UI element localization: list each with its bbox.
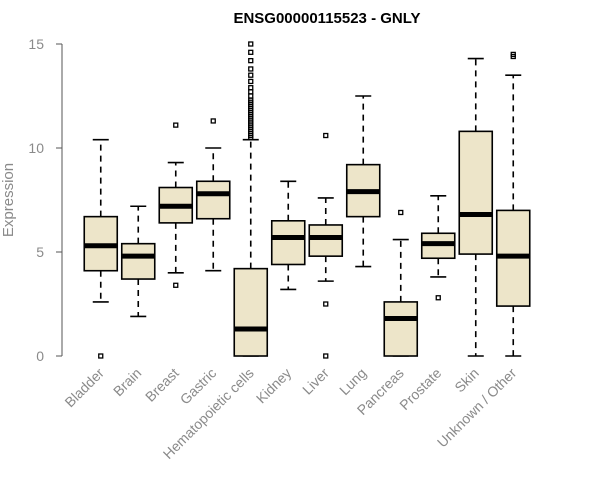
box-iqr: [195, 180, 231, 220]
outlier-point: [435, 295, 441, 301]
outlier-point: [248, 85, 254, 91]
box-bladder: [83, 138, 119, 359]
outlier-point: [248, 66, 254, 72]
x-tick-label: Breast: [142, 365, 182, 405]
y-axis-title: Expression: [0, 163, 17, 237]
outlier-point: [173, 282, 179, 288]
box-unknown-other: [495, 51, 531, 357]
outlier-point: [210, 118, 216, 124]
chart-title: ENSG00000115523 - GNLY: [233, 10, 420, 27]
outlier-point: [398, 209, 404, 216]
outlier-point: [248, 41, 254, 47]
box-iqr: [458, 130, 494, 255]
outlier-point: [248, 89, 254, 95]
y-tick-label: 5: [36, 244, 44, 260]
outlier-point: [248, 72, 254, 78]
x-tick-label: Prostate: [396, 365, 444, 413]
x-tick-label: Skin: [451, 365, 482, 396]
x-tick-label: Kidney: [253, 365, 295, 407]
y-tick-label: 15: [28, 36, 44, 52]
y-tick-label: 10: [28, 140, 44, 156]
y-tick-label: 0: [36, 348, 44, 364]
outlier-point: [323, 301, 329, 307]
box-iqr: [233, 267, 269, 357]
box-pancreas: [383, 209, 419, 357]
box-kidney: [270, 180, 306, 291]
outlier-point: [173, 122, 179, 128]
outlier-point: [248, 49, 254, 55]
box-lung: [345, 95, 381, 268]
y-axis: 0 5 10 15: [28, 36, 63, 364]
outlier-point: [248, 78, 254, 85]
box-iqr: [270, 220, 306, 266]
box-liver: [308, 132, 344, 359]
outlier-point: [323, 132, 329, 139]
box-prostate: [420, 195, 456, 301]
outlier-point: [98, 353, 104, 359]
outlier-point: [248, 57, 254, 64]
box-brain: [120, 205, 156, 318]
box-gastric: [195, 118, 231, 272]
box-breast: [158, 122, 194, 288]
x-tick-label: Brain: [110, 365, 144, 399]
box-hematopoietic-cells: [233, 41, 269, 357]
x-tick-label: Lung: [336, 365, 369, 398]
x-tick-label: Liver: [299, 365, 332, 398]
outlier-point: [248, 93, 254, 99]
outlier-point: [510, 51, 516, 58]
box-iqr: [120, 242, 156, 280]
outlier-point: [323, 353, 329, 359]
box-iqr: [308, 224, 344, 257]
x-tick-label: Bladder: [61, 365, 107, 411]
box-skin: [458, 57, 494, 357]
box-series: [83, 41, 531, 359]
box-iqr: [383, 301, 419, 357]
